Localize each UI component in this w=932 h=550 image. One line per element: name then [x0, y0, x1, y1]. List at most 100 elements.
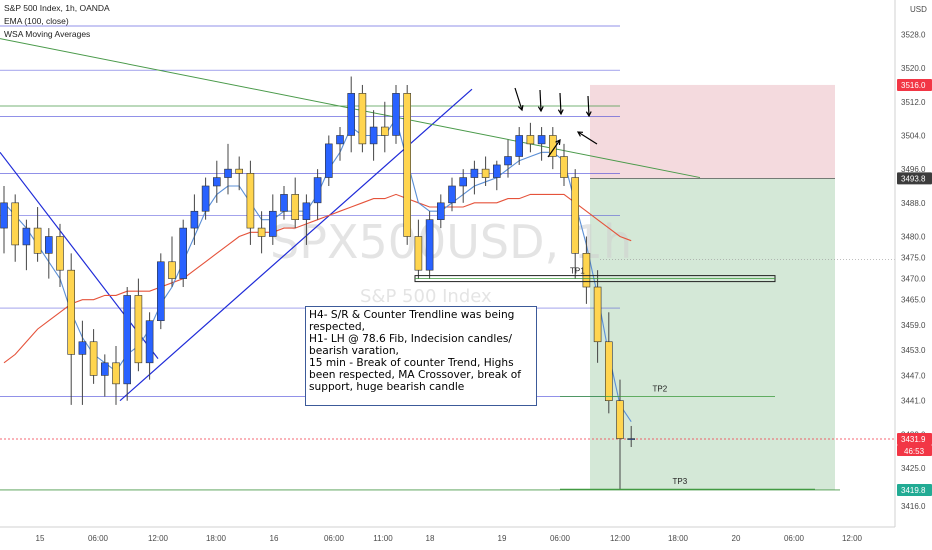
candle-body: [604, 341, 613, 401]
candle-body: [425, 219, 434, 271]
price-tick: 3496.0: [901, 165, 926, 174]
candle: [11, 194, 19, 262]
candle-body: [134, 295, 143, 364]
candle: [134, 278, 143, 372]
candle-body: [358, 93, 367, 145]
candle: [67, 253, 75, 405]
note-line: H1- LH @ 78.6 Fib, Indecision candles/: [309, 333, 512, 345]
price-tag-bg: [897, 483, 932, 496]
candle: [492, 160, 501, 191]
time-tick: 15: [36, 534, 45, 543]
candle: [145, 312, 154, 380]
time-tick: 11:00: [373, 534, 393, 543]
price-tag-label: 3516.0: [901, 81, 926, 90]
candle: [403, 84, 412, 245]
note-line: been respected, MA Crossover, break of: [309, 369, 521, 381]
currency-label: USD: [910, 5, 927, 14]
candle: [504, 139, 512, 178]
arrow-head: [585, 111, 592, 118]
candle-body: [44, 236, 53, 254]
analysis-note[interactable]: H4- S/R & Counter Trendline was being re…: [305, 306, 537, 406]
risk-reward-zones[interactable]: [590, 84, 835, 490]
candle: [347, 76, 356, 153]
candle: [123, 287, 131, 401]
arrow-icon: [585, 95, 592, 118]
candle-body: [89, 341, 98, 376]
price-tick: 3504.0: [901, 131, 926, 140]
price-tag-label: 3431.9: [901, 435, 926, 444]
candle: [112, 345, 120, 405]
price-tick: 3475.0: [901, 254, 926, 263]
note-line: respected,: [309, 321, 365, 333]
candle: [257, 211, 266, 254]
candle: [291, 177, 300, 229]
candle-body: [593, 286, 602, 343]
price-tick: 3441.0: [901, 397, 926, 406]
price-tick: 3416.0: [901, 502, 926, 511]
candle-body: [291, 194, 300, 220]
time-axis[interactable]: 15 06:00 12:00 18:00 16 06:00 11:00 18 19 06:00 12…: [0, 526, 932, 550]
note-line: 15 min - Break of counter Trend, Highs: [309, 357, 514, 369]
candle: [246, 160, 255, 245]
candle: [392, 84, 400, 144]
candle: [436, 194, 445, 229]
note-line: H4- S/R & Counter Trendline was being: [309, 309, 515, 321]
time-tick: 12:00: [610, 534, 631, 543]
price-tag: 3516.0: [897, 78, 932, 91]
candle: [213, 160, 221, 203]
candle-body: [190, 210, 199, 229]
price-tick: 3488.0: [901, 199, 926, 208]
candle: [481, 156, 490, 186]
price-tag-sub-bg: [897, 445, 932, 457]
arrow-head: [517, 104, 524, 112]
price-tick-labels: 3416.03425.03433.03441.03447.03453.03459…: [901, 30, 926, 511]
price-axis[interactable]: USD 3416.03425.03433.03441.03447.03453.0…: [894, 0, 932, 550]
candle: [89, 329, 98, 384]
candle: [313, 169, 322, 220]
price-tick: 3512.0: [901, 98, 926, 107]
target-label: TP1: [570, 267, 585, 276]
target-label: TP2: [653, 384, 668, 393]
candle-body: [11, 202, 19, 246]
price-tick: 3453.0: [901, 346, 926, 355]
time-tick: 12:00: [842, 534, 863, 543]
candle-body: [179, 227, 187, 279]
candle: [369, 110, 378, 161]
candle-body: [448, 185, 456, 204]
arrow-icon: [576, 131, 598, 145]
down-trendline: [0, 151, 159, 359]
legend-title: S&P 500 Index, 1h, OANDA: [4, 3, 110, 13]
candle-body: [78, 341, 87, 355]
candle: [101, 354, 109, 397]
candle: [515, 127, 524, 165]
candle-body: [537, 135, 546, 145]
candle-body: [257, 227, 266, 237]
legend-wsa: WSA Moving Averages: [4, 29, 90, 39]
price-tag: 3431.9 46:53: [897, 433, 932, 457]
candle-body: [22, 227, 31, 246]
price-tag-bg: [897, 78, 932, 91]
candle-body: [481, 168, 490, 178]
price-tick: 3480.0: [901, 233, 926, 242]
target-levels[interactable]: TP1 TP2 TP3: [414, 267, 815, 490]
arrow-icon: [514, 87, 524, 112]
price-tick: 3447.0: [901, 371, 926, 380]
price-tag-label: 3419.8: [901, 486, 926, 495]
candle-body: [403, 93, 412, 237]
time-tick-labels: 15 06:00 12:00 18:00 16 06:00 11:00 18 19 06:00 12…: [36, 534, 863, 543]
candle-body: [392, 93, 400, 136]
candle-body: [268, 210, 277, 237]
target-label: TP3: [673, 477, 688, 486]
chart-legend[interactable]: S&P 500 Index, 1h, OANDA EMA (100, close…: [4, 3, 110, 39]
candle-body: [0, 202, 8, 229]
annotation-arrows[interactable]: [514, 87, 598, 158]
candle: [179, 219, 187, 288]
target-tp3: TP3: [560, 477, 815, 490]
candle-body: [280, 194, 288, 212]
candle: [582, 236, 591, 304]
time-tick: 16: [270, 534, 279, 543]
candle: [425, 211, 434, 279]
time-tick: 19: [498, 534, 507, 543]
candle-body: [571, 177, 580, 254]
